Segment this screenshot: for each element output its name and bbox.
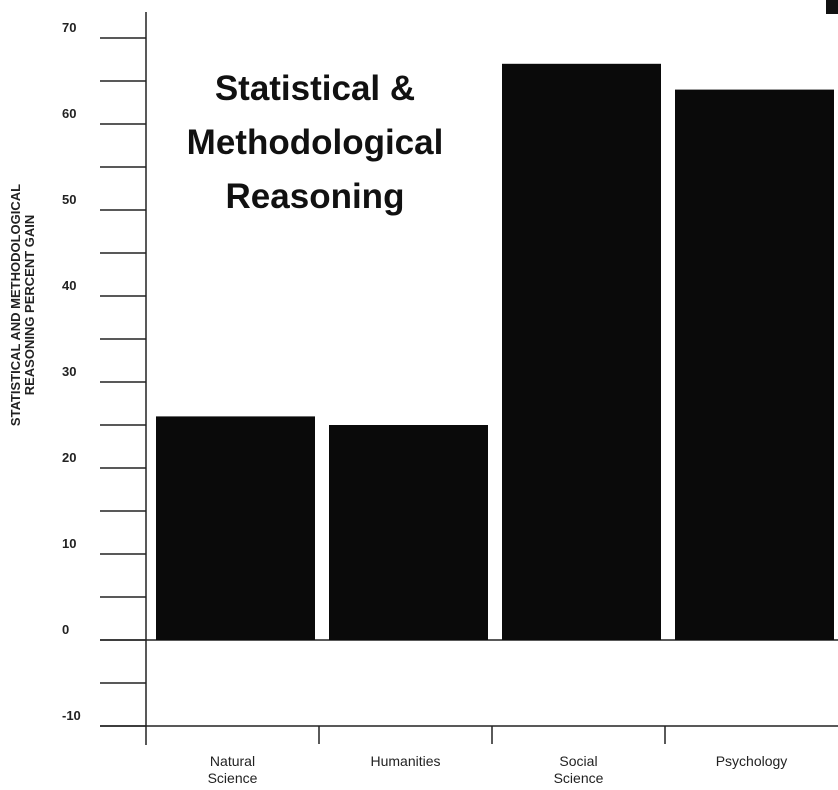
y-tick-label: 40 <box>62 278 76 293</box>
bar <box>156 416 315 640</box>
x-tick-label: Science <box>554 770 604 786</box>
bar <box>675 89 834 641</box>
chart-title-line: Reasoning <box>225 177 405 216</box>
y-axis-label-line2: REASONING PERCENT GAIN <box>22 215 37 396</box>
y-tick-label: -10 <box>62 708 81 723</box>
y-ticks: 70 60 50 40 30 20 10 0 -10 <box>62 20 146 727</box>
y-tick-label: 0 <box>62 622 69 637</box>
y-tick-label: 10 <box>62 536 76 551</box>
y-tick-label: 60 <box>62 106 76 121</box>
corner-mark <box>826 0 838 14</box>
chart-title-line: Methodological <box>186 123 444 162</box>
x-tick-label: Social <box>559 753 597 769</box>
bar <box>502 63 661 641</box>
bar <box>329 425 488 640</box>
y-axis-label-line1: STATISTICAL AND METHODOLOGICAL <box>8 184 23 426</box>
y-tick-label: 30 <box>62 364 76 379</box>
bars <box>156 63 834 641</box>
x-tick-label: Natural <box>210 753 255 769</box>
x-tick-label: Psychology <box>716 753 788 769</box>
y-axis-label: STATISTICAL AND METHODOLOGICAL REASONING… <box>8 184 37 426</box>
x-tick-label: Science <box>208 770 258 786</box>
x-tick-label: Humanities <box>370 753 440 769</box>
y-tick-label: 20 <box>62 450 76 465</box>
y-tick-label: 50 <box>62 192 76 207</box>
chart-title: Statistical & Methodological Reasoning <box>150 62 480 224</box>
chart-title-line: Statistical & <box>214 69 416 108</box>
y-tick-label: 70 <box>62 20 76 35</box>
